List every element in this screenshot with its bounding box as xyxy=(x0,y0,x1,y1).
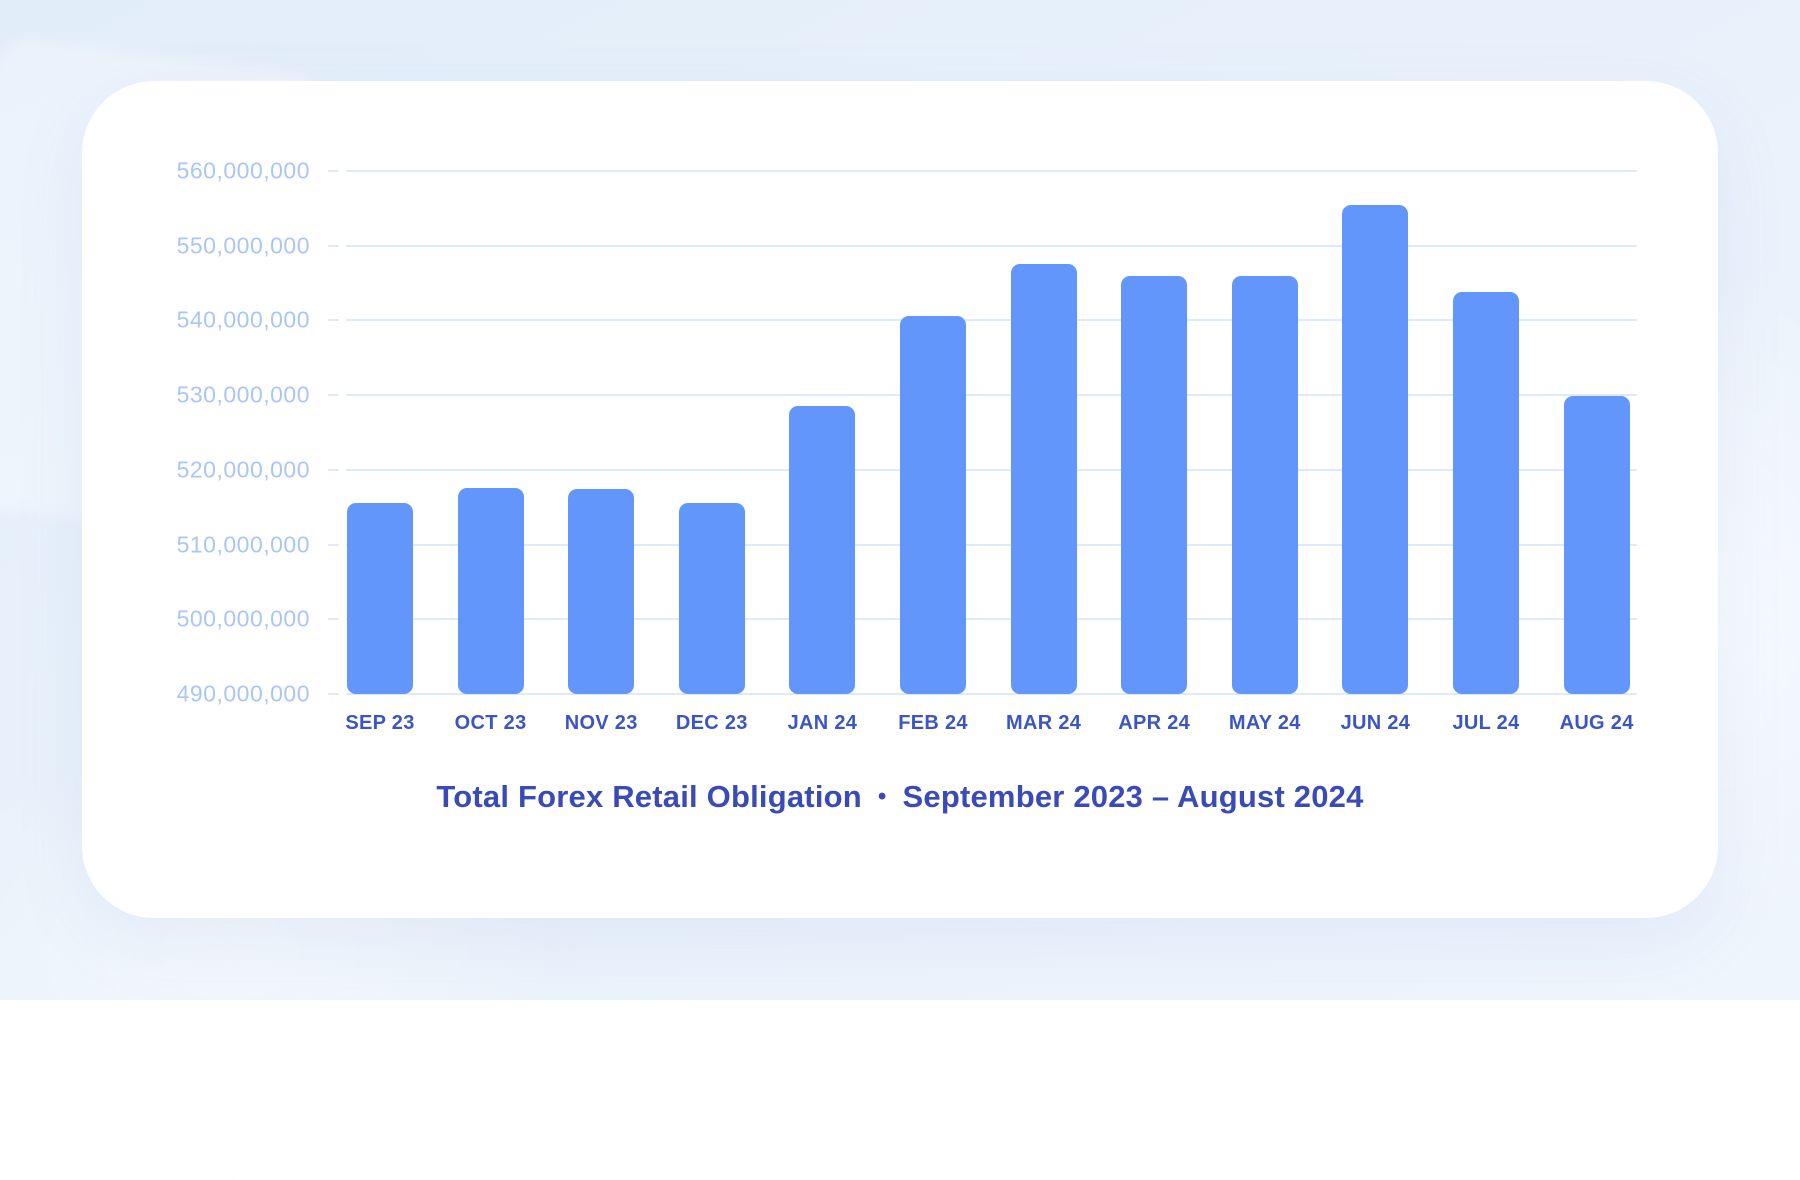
y-axis-tick xyxy=(328,618,339,621)
gridline xyxy=(346,618,1637,621)
bar-apr-24[interactable] xyxy=(1121,275,1188,694)
bar-nov-23[interactable] xyxy=(568,488,635,694)
chart-card: 560,000,000 550,000,000 540,000,000 530,000… xyxy=(82,81,1718,918)
x-axis-label: JAN 24 xyxy=(787,712,858,734)
gridline xyxy=(346,244,1637,247)
y-axis-label: 520,000,000 xyxy=(176,456,310,483)
chart-title-range: September 2023 – August 2024 xyxy=(902,779,1364,814)
y-axis-tick xyxy=(328,468,339,471)
chart-title-main: Total Forex Retail Obligation xyxy=(436,779,862,814)
y-axis-tick xyxy=(328,170,339,172)
x-axis-label: JUL 24 xyxy=(1452,712,1520,734)
gridline xyxy=(346,170,1637,172)
bar-aug-24[interactable] xyxy=(1563,395,1630,694)
bar-jul-24[interactable] xyxy=(1453,292,1519,694)
y-axis-label: 550,000,000 xyxy=(176,232,310,259)
bar-mar-24[interactable] xyxy=(1010,263,1077,694)
y-axis-label: 500,000,000 xyxy=(176,605,310,632)
title-bullet-separator: • xyxy=(877,783,887,810)
bar-jan-24[interactable] xyxy=(789,406,856,694)
x-axis-label: AUG 24 xyxy=(1559,712,1634,734)
bar-may-24[interactable] xyxy=(1231,276,1298,694)
x-axis-label: OCT 23 xyxy=(454,712,527,734)
y-axis-label: 540,000,000 xyxy=(176,306,310,333)
y-axis-tick xyxy=(328,543,339,546)
gridline xyxy=(346,543,1637,546)
x-axis-label: JUN 24 xyxy=(1340,712,1411,734)
bar-sep-23[interactable] xyxy=(347,502,413,694)
y-axis-label: 560,000,000 xyxy=(176,157,310,184)
x-axis-label: NOV 23 xyxy=(564,712,638,734)
x-axis-label: DEC 23 xyxy=(675,712,748,734)
x-axis-label: FEB 24 xyxy=(898,712,968,734)
x-axis-label: SEP 23 xyxy=(345,712,415,734)
x-axis-label: MAY 24 xyxy=(1228,712,1301,734)
x-axis-label: MAR 24 xyxy=(1006,712,1082,734)
y-axis-tick xyxy=(328,244,339,247)
chart-title: Total Forex Retail Obligation • September … xyxy=(82,779,1718,815)
gridline xyxy=(346,468,1637,471)
bar-feb-24[interactable] xyxy=(900,315,966,694)
gridline xyxy=(346,319,1637,322)
y-axis-label: 510,000,000 xyxy=(176,531,310,558)
y-axis-tick xyxy=(328,693,339,695)
y-axis-label: 490,000,000 xyxy=(176,680,310,707)
gridline xyxy=(346,693,1637,695)
bar-dec-23[interactable] xyxy=(678,503,745,694)
y-axis-label: 530,000,000 xyxy=(176,381,310,408)
bar-oct-23[interactable] xyxy=(457,487,524,694)
gridline xyxy=(346,394,1637,397)
y-axis-tick xyxy=(328,319,339,322)
x-axis-label: APR 24 xyxy=(1118,712,1191,734)
bar-jun-24[interactable] xyxy=(1342,205,1409,694)
y-axis-tick xyxy=(328,394,339,397)
chart-plot-area: 560,000,000 550,000,000 540,000,000 530,000… xyxy=(82,81,1718,918)
